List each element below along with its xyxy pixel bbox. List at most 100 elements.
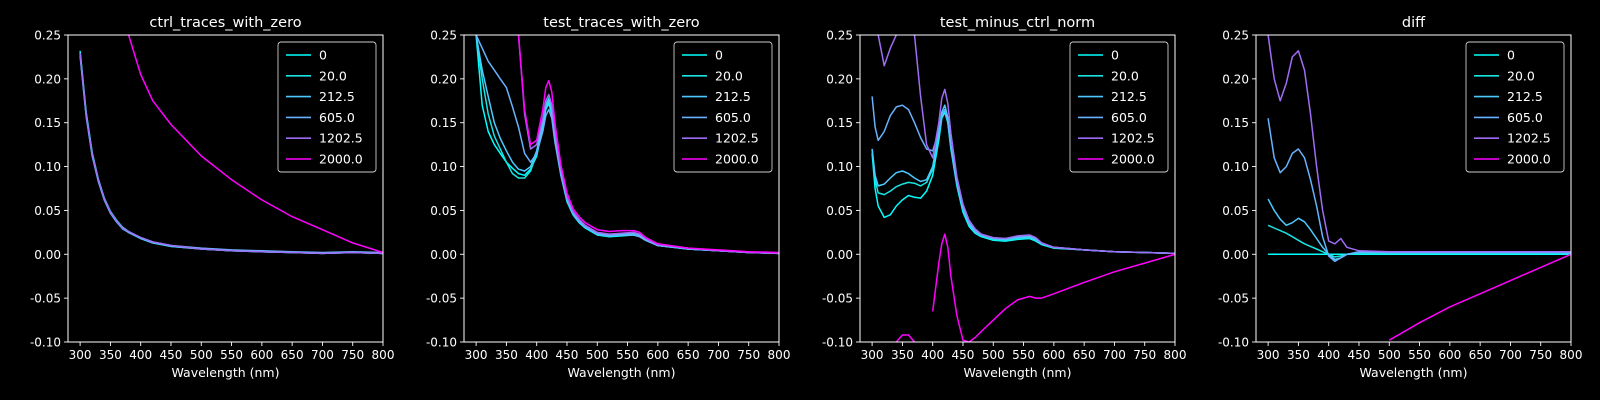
legend-box xyxy=(673,41,773,173)
chart-title: test_traces_with_zero xyxy=(543,15,700,31)
y-tick-label: 0.15 xyxy=(34,116,61,130)
series-line-2000.0 xyxy=(895,233,1175,342)
x-tick-label: 450 xyxy=(952,348,975,362)
x-tick-label: 600 xyxy=(250,348,273,362)
x-tick-label: 500 xyxy=(982,348,1005,362)
x-tick-label: 700 xyxy=(1499,348,1522,362)
legend: 0 20.0 212.5 605.0 1202.5 2000.0 xyxy=(277,41,377,173)
axes-frame xyxy=(67,34,384,343)
series-line-212.5 xyxy=(1267,198,1571,261)
x-tick-label: 550 xyxy=(220,348,243,362)
y-tick-label: 0.15 xyxy=(430,116,457,130)
legend: 0 20.0 212.5 605.0 1202.5 2000.0 xyxy=(1069,41,1169,173)
legend-label: 20.0 xyxy=(1111,68,1139,83)
y-tick-label: 0.10 xyxy=(1222,160,1249,174)
plot-area xyxy=(475,35,779,255)
x-tick-label: 550 xyxy=(1408,348,1431,362)
y-tick-label: 0.15 xyxy=(1222,116,1249,130)
legend-label: 0 xyxy=(1111,48,1119,63)
x-tick-label: 450 xyxy=(160,348,183,362)
x-tick-label: 300 xyxy=(861,348,884,362)
y-tick-label: 0.10 xyxy=(826,160,853,174)
y-tick-label: -0.05 xyxy=(30,292,61,306)
y-tick-label: 0.10 xyxy=(34,160,61,174)
y-tick-label: 0.00 xyxy=(34,248,61,262)
series-line-605.0 xyxy=(1267,118,1571,263)
x-axis-label: Wavelength (nm) xyxy=(172,365,280,380)
x-tick-label: 700 xyxy=(707,348,730,362)
legend-label: 605.0 xyxy=(1507,110,1543,125)
y-tick-label: 0.25 xyxy=(826,29,853,43)
legend-label: 2000.0 xyxy=(319,152,363,167)
y-tick-label: 0.20 xyxy=(430,72,457,86)
x-tick-label: 350 xyxy=(1287,348,1310,362)
x-tick-label: 350 xyxy=(495,348,518,362)
plot-area xyxy=(79,35,383,255)
series-line-1202.5 xyxy=(79,53,383,255)
legend-label: 605.0 xyxy=(319,110,355,125)
legend-label: 0 xyxy=(715,48,723,63)
series-line-1202.5 xyxy=(517,35,779,255)
y-tick-label: 0.20 xyxy=(826,72,853,86)
legend-box xyxy=(1069,41,1169,173)
legend-label: 2000.0 xyxy=(1111,152,1155,167)
chart-title: diff xyxy=(1402,15,1426,31)
y-tick-label: 0.00 xyxy=(826,248,853,262)
y-tick-label: 0.10 xyxy=(430,160,457,174)
x-tick-label: 350 xyxy=(99,348,122,362)
x-tick-label: 600 xyxy=(1438,348,1461,362)
legend-box xyxy=(277,41,377,173)
x-axis-label: Wavelength (nm) xyxy=(1360,365,1468,380)
y-tick-label: 0.00 xyxy=(1222,248,1249,262)
legend: 0 20.0 212.5 605.0 1202.5 2000.0 xyxy=(1465,41,1565,173)
x-tick-label: 400 xyxy=(129,348,152,362)
x-tick-label: 800 xyxy=(768,348,791,362)
legend: 0 20.0 212.5 605.0 1202.5 2000.0 xyxy=(673,41,773,173)
legend-label: 1202.5 xyxy=(1507,131,1551,146)
x-tick-label: 750 xyxy=(341,348,364,362)
x-tick-label: 550 xyxy=(1012,348,1035,362)
y-tick-label: 0.25 xyxy=(430,29,457,43)
x-tick-label: 400 xyxy=(921,348,944,362)
y-tick-label: 0.20 xyxy=(1222,72,1249,86)
plot-area xyxy=(871,35,1175,342)
legend-label: 20.0 xyxy=(1507,68,1535,83)
plot-area xyxy=(1267,35,1571,341)
x-tick-label: 750 xyxy=(1133,348,1156,362)
axes-frame xyxy=(1255,34,1572,343)
x-tick-label: 450 xyxy=(556,348,579,362)
legend-label: 605.0 xyxy=(715,110,751,125)
series-line-2000.0 xyxy=(517,35,779,254)
legend-label: 1202.5 xyxy=(319,131,363,146)
chart-title: ctrl_traces_with_zero xyxy=(149,15,301,31)
x-tick-label: 350 xyxy=(891,348,914,362)
chart-title: test_minus_ctrl_norm xyxy=(940,15,1095,31)
x-tick-label: 750 xyxy=(1529,348,1552,362)
y-tick-label: -0.10 xyxy=(822,336,853,350)
x-tick-label: 550 xyxy=(616,348,639,362)
x-tick-label: 650 xyxy=(1073,348,1096,362)
series-line-2000.0 xyxy=(127,35,383,254)
x-tick-label: 750 xyxy=(737,348,760,362)
series-line-2000.0 xyxy=(1388,253,1571,341)
legend-label: 2000.0 xyxy=(715,152,759,167)
chart-panel-1: ctrl_traces_with_zero 300 350 400 450 500 550 6… xyxy=(30,15,395,380)
y-tick-label: -0.10 xyxy=(1218,336,1249,350)
y-tick-label: -0.05 xyxy=(1218,292,1249,306)
x-tick-label: 600 xyxy=(1042,348,1065,362)
x-tick-label: 300 xyxy=(465,348,488,362)
x-tick-label: 800 xyxy=(372,348,395,362)
y-tick-label: 0.05 xyxy=(34,204,61,218)
y-tick-label: -0.05 xyxy=(822,292,853,306)
x-tick-label: 450 xyxy=(1348,348,1371,362)
legend-label: 20.0 xyxy=(319,68,347,83)
chart-panel-2: test_traces_with_zero 300 350 400 450 500 550 6… xyxy=(426,15,791,380)
x-tick-label: 300 xyxy=(69,348,92,362)
x-tick-label: 700 xyxy=(1103,348,1126,362)
x-tick-label: 400 xyxy=(1317,348,1340,362)
x-tick-label: 500 xyxy=(190,348,213,362)
legend-label: 2000.0 xyxy=(1507,152,1551,167)
legend-box xyxy=(1465,41,1565,173)
x-tick-label: 500 xyxy=(1378,348,1401,362)
